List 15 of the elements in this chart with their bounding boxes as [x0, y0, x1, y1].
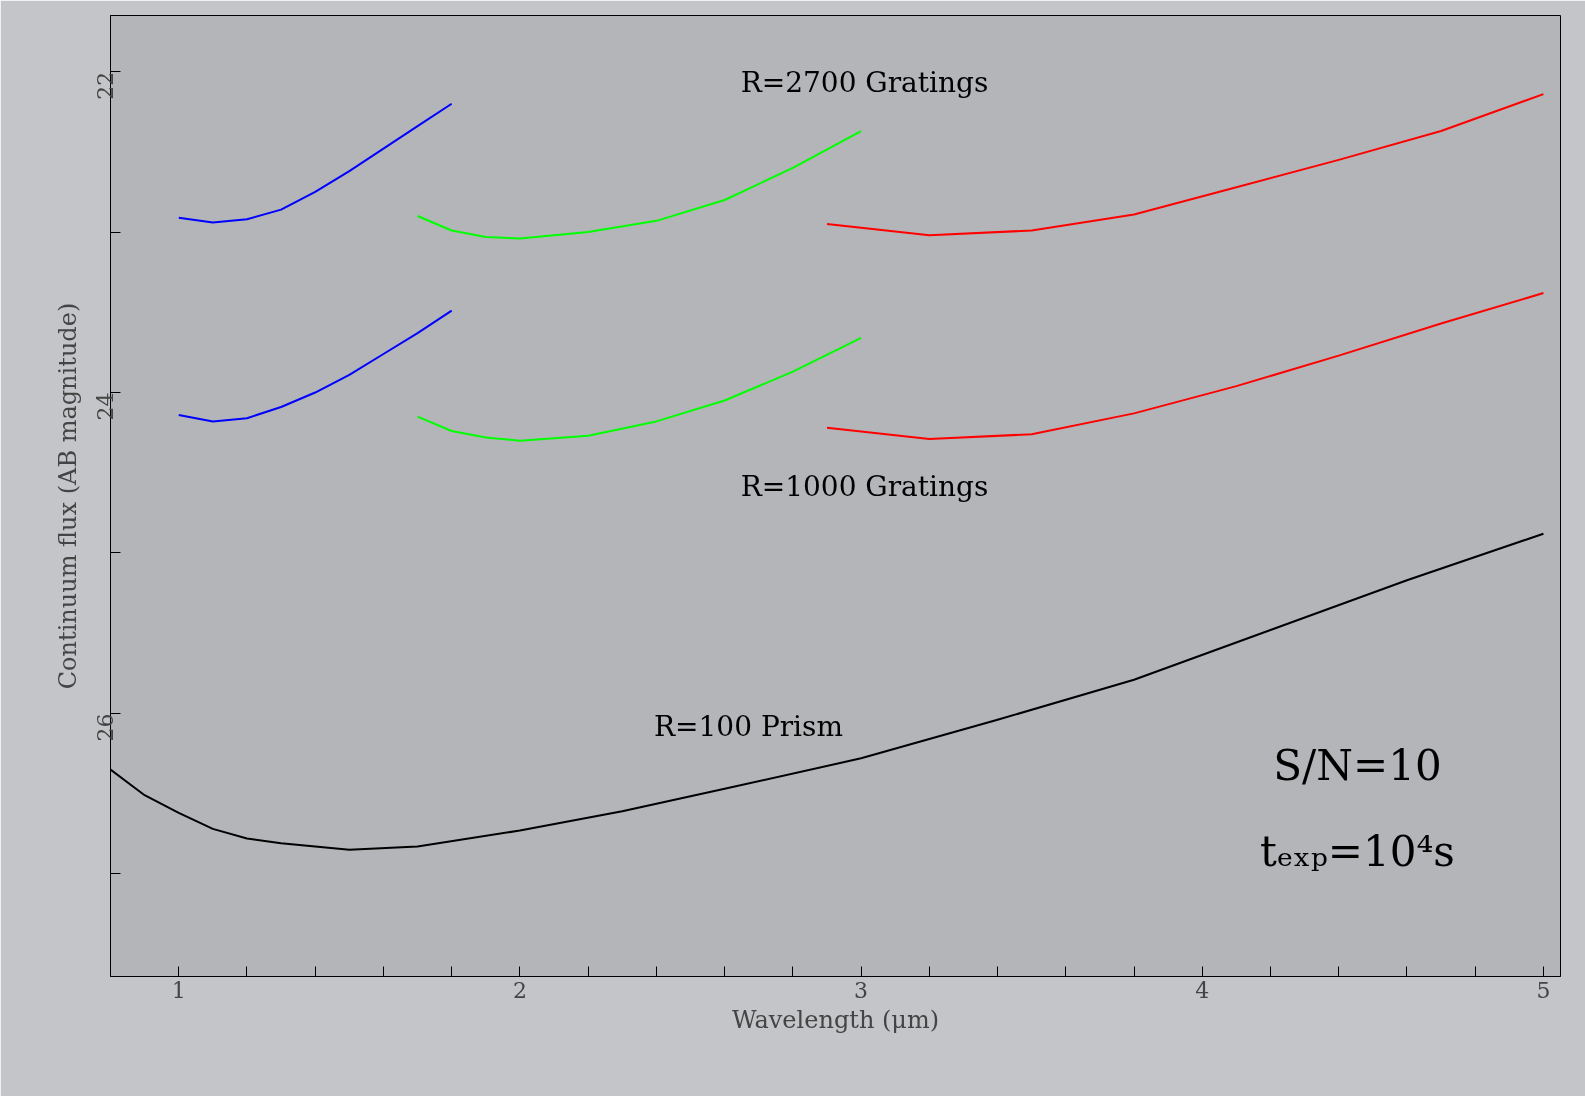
y-tick-label: 24 [93, 392, 119, 421]
x-tick-label: 3 [854, 977, 869, 1003]
x-tick-label: 2 [512, 977, 527, 1003]
annotation: R=100 Prism [654, 710, 844, 744]
annotation: tₑₓₚ=10⁴s [1260, 827, 1455, 877]
y-tick-label: 22 [93, 71, 119, 100]
y-axis-title: Continuum flux (AB magnitude) [53, 302, 82, 690]
y-tick-label: 26 [93, 713, 119, 742]
x-tick-label: 4 [1195, 977, 1210, 1003]
annotation: R=1000 Gratings [740, 469, 989, 503]
annotation: R=2700 Gratings [740, 66, 989, 100]
x-tick-label: 5 [1536, 977, 1551, 1003]
x-tick-label: 1 [171, 977, 186, 1003]
annotation: S/N=10 [1273, 740, 1442, 790]
x-axis-title: Wavelength (μm) [731, 1005, 940, 1034]
